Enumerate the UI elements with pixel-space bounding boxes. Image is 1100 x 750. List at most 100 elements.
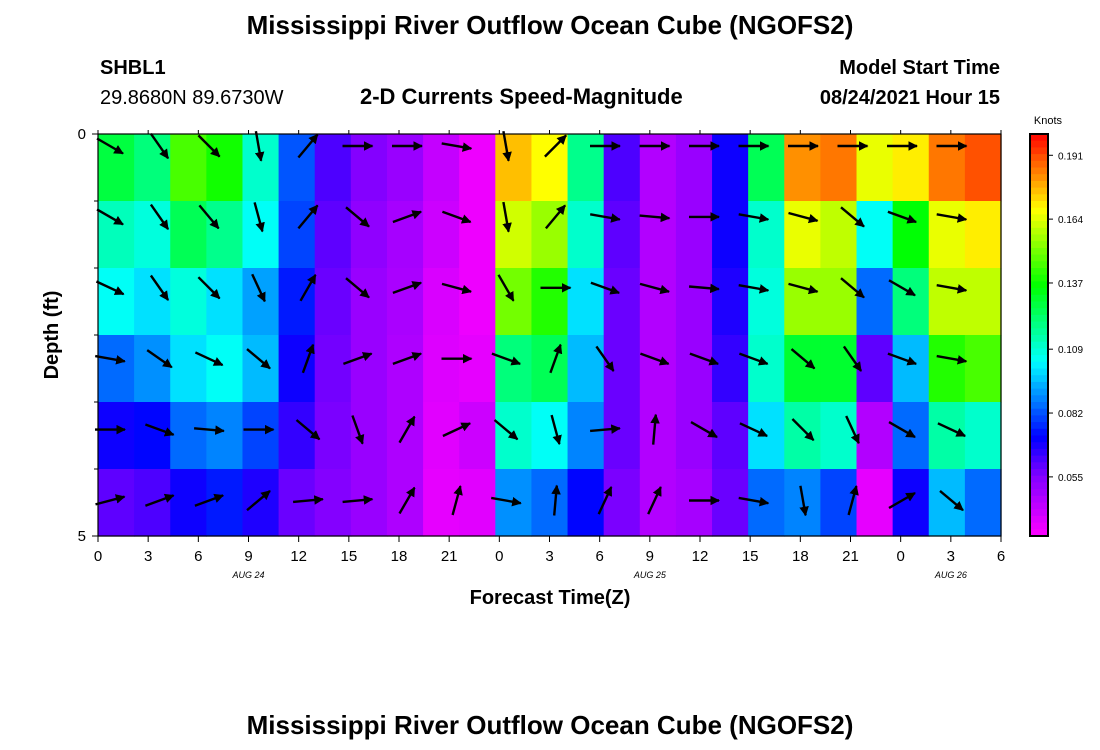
x-tick-label: 0 (896, 548, 904, 565)
station-coordinates: 29.8680N 89.6730W (100, 87, 284, 109)
current-arrow (590, 281, 621, 295)
current-arrow (936, 284, 968, 294)
current-arrow (392, 210, 423, 224)
heatmap-cell (820, 201, 858, 269)
heatmap-cell (531, 201, 569, 269)
colorbar-swatch (1030, 187, 1048, 195)
colorbar-swatch (1030, 475, 1048, 483)
heatmap-cell (314, 201, 352, 269)
colorbar-swatch (1030, 207, 1048, 215)
current-arrow (791, 418, 815, 442)
current-arrow (842, 345, 863, 372)
current-arrow (650, 413, 660, 445)
current-arrow (441, 210, 472, 224)
heatmap-cell (98, 268, 135, 336)
current-arrow (589, 213, 621, 223)
colorbar-swatch (1030, 160, 1048, 169)
colorbar-swatch (1030, 428, 1048, 437)
heatmap-cell (350, 402, 388, 470)
heatmap-cell (531, 402, 569, 470)
heatmap-cell (495, 134, 533, 202)
colorbar-swatch (1030, 435, 1048, 443)
current-arrow (94, 354, 126, 365)
heatmap-cell (350, 134, 388, 202)
current-arrow (392, 352, 423, 366)
current-arrow (441, 282, 472, 295)
heatmap-cell (856, 134, 894, 202)
x-tick-label: 12 (290, 548, 307, 565)
current-arrow (551, 484, 561, 516)
heatmap-cell (459, 134, 496, 202)
colorbar-swatch (1030, 375, 1048, 383)
current-arrow (544, 204, 567, 230)
heatmap-cell (675, 201, 713, 269)
x-tick-label: 15 (742, 548, 759, 565)
colorbar-swatch (1030, 355, 1048, 363)
colorbar-swatch (1030, 180, 1048, 189)
heatmap-cell (639, 201, 677, 269)
heatmap-cell (748, 268, 785, 336)
heatmap-cell (459, 268, 496, 336)
current-arrow (788, 211, 819, 224)
heatmap-cell (820, 268, 858, 336)
current-arrow (251, 273, 266, 303)
current-arrow (888, 279, 916, 297)
heatmap-cell (784, 134, 821, 202)
heatmap-cell (964, 134, 1002, 202)
heatmap-cell (423, 268, 460, 336)
heatmap-cell (675, 402, 713, 470)
heatmap-cell (459, 335, 496, 403)
heatmap-cell (856, 268, 894, 336)
colorbar-swatch (1030, 194, 1048, 202)
colorbar-tick-label: 0.082 (1058, 409, 1083, 420)
current-arrow (550, 414, 562, 446)
current-arrow (441, 142, 473, 152)
heatmap-cell (928, 469, 966, 537)
heatmap-cell (314, 134, 352, 202)
heatmap-cell (712, 469, 749, 537)
current-arrow (739, 422, 768, 438)
heatmap-cell (350, 469, 388, 537)
heatmap-cell (964, 469, 1002, 537)
heatmap-cell (892, 268, 930, 336)
heatmap-cell (603, 268, 641, 336)
heatmap-cell (423, 134, 460, 202)
heatmap-cell (603, 402, 641, 470)
y-axis-ticks: 05 (78, 126, 98, 545)
heatmap-cell (423, 335, 460, 403)
colorbar-swatch (1030, 408, 1048, 416)
current-arrow (146, 349, 173, 369)
heatmap-cell (314, 268, 352, 336)
colorbar-swatch (1030, 442, 1048, 450)
current-arrow (295, 419, 321, 441)
heatmap-cell (350, 201, 388, 269)
heatmap-cell (748, 335, 785, 403)
heatmap-cell (531, 134, 569, 202)
heatmap-cell (134, 402, 171, 470)
colorbar-swatch (1030, 261, 1048, 269)
x-tick-label: 18 (792, 548, 809, 565)
colorbar-swatch (1030, 489, 1048, 497)
colorbar-swatch (1030, 154, 1048, 162)
colorbar-swatch (1030, 515, 1048, 524)
colorbar-swatch (1030, 221, 1048, 229)
current-arrow (799, 485, 809, 517)
x-tick-label: 18 (391, 548, 408, 565)
y-tick-label: 5 (78, 528, 86, 545)
current-arrow (194, 351, 224, 367)
current-arrow (149, 274, 170, 301)
current-arrow (345, 277, 370, 299)
colorbar-swatch (1030, 308, 1048, 316)
colorbar-swatch (1030, 134, 1048, 142)
x-tick-label: 0 (94, 548, 102, 565)
current-arrow (936, 213, 968, 223)
current-arrow (887, 210, 918, 224)
colorbar-swatch (1030, 529, 1048, 537)
current-arrow (840, 277, 865, 299)
heatmap-cell (98, 335, 135, 403)
y-tick-label: 0 (78, 126, 86, 143)
current-arrow (690, 421, 718, 439)
heatmap-cell (531, 268, 569, 336)
colorbar-swatch (1030, 274, 1048, 282)
heatmap-cell (567, 268, 605, 336)
